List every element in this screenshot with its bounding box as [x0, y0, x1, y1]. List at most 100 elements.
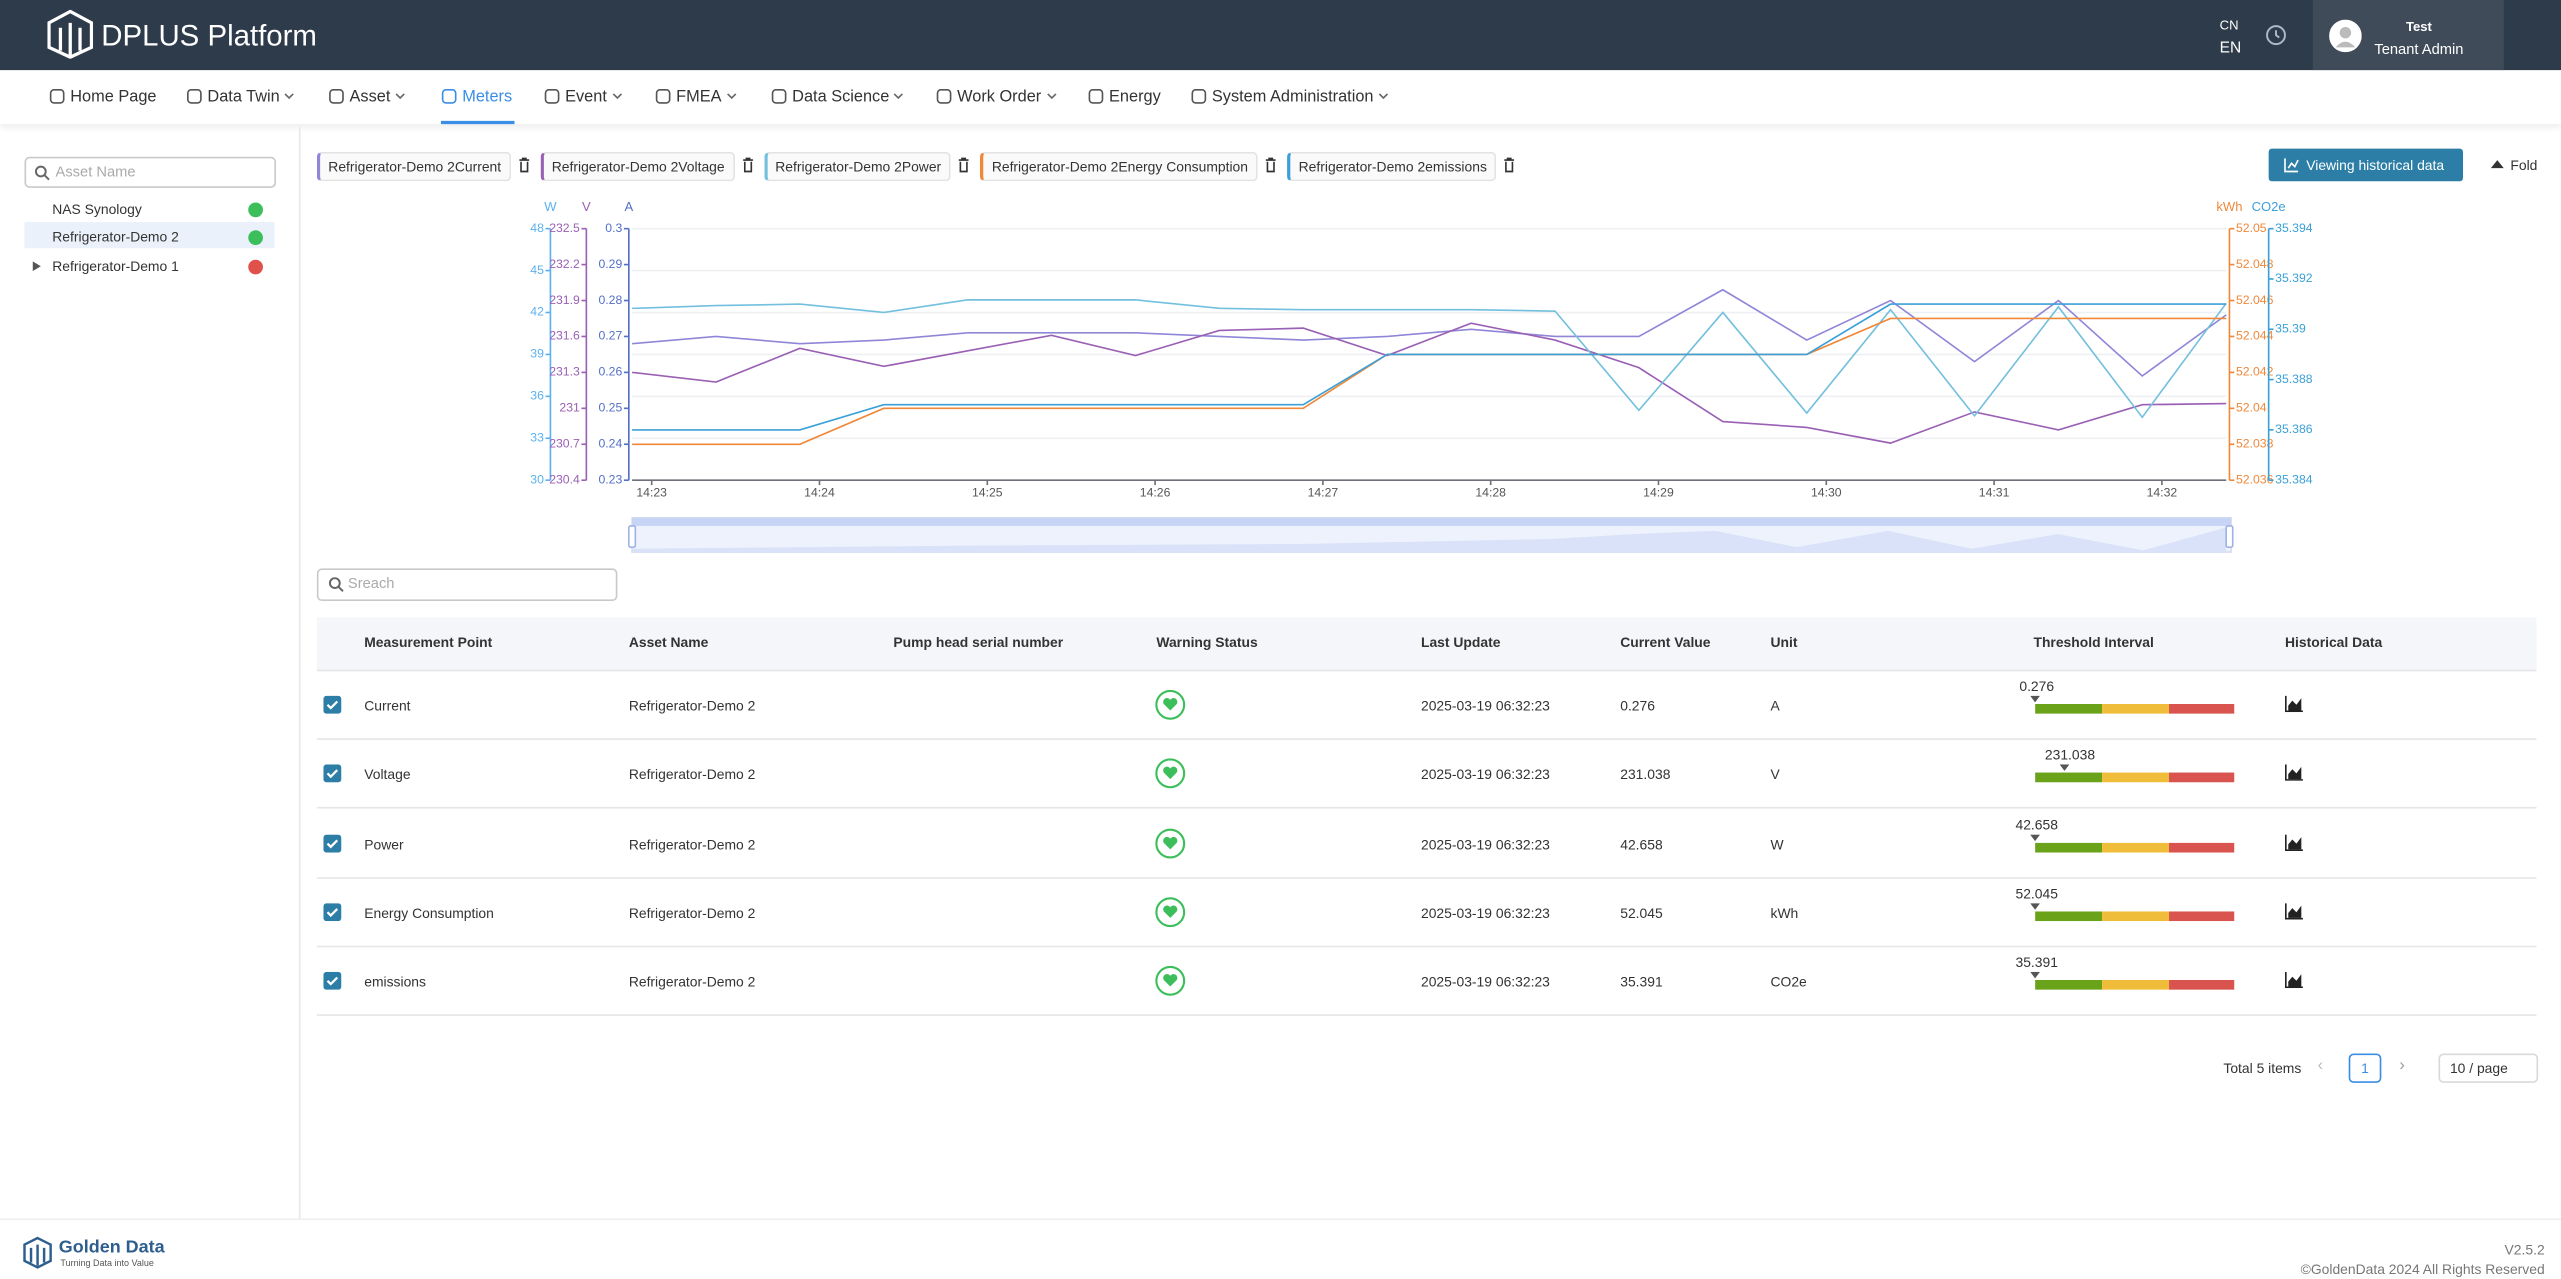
- nav-item[interactable]: Home Page: [70, 88, 157, 107]
- delete-icon[interactable]: [1264, 157, 1277, 173]
- nav-item[interactable]: Data Science: [792, 88, 890, 107]
- asset-status: [248, 201, 263, 217]
- row-checkbox[interactable]: [323, 971, 342, 990]
- warning-status-icon: [1155, 689, 1186, 720]
- nav-item[interactable]: Work Order: [957, 88, 1042, 107]
- y-tick-label: 231.9: [549, 293, 580, 307]
- next-page[interactable]: ›: [2399, 1056, 2405, 1075]
- threshold-label: 35.391: [2015, 953, 2058, 971]
- delete-icon[interactable]: [741, 157, 754, 173]
- threshold-marker: [2030, 833, 2040, 841]
- history-button[interactable]: [2268, 148, 2464, 182]
- page-number[interactable]: 1: [2348, 1053, 2382, 1083]
- lang-cn[interactable]: CN: [2219, 17, 2239, 33]
- y-tick-label: 232.5: [549, 221, 580, 235]
- y-tick-label: 0.27: [598, 329, 622, 343]
- warning-status-icon: [1155, 827, 1186, 858]
- nav-icon: [1088, 89, 1104, 104]
- historical-data-icon[interactable]: [2284, 764, 2303, 782]
- asset-name-cell: Refrigerator-Demo 2: [628, 697, 756, 714]
- asset-search[interactable]: Asset Name: [24, 156, 277, 188]
- delete-icon[interactable]: [1503, 157, 1516, 173]
- warning-status-icon: [1155, 965, 1186, 996]
- warning-status-icon: [1155, 896, 1186, 927]
- asset-name-cell: Refrigerator-Demo 2: [628, 835, 756, 852]
- nav-item[interactable]: System Administration: [1211, 88, 1374, 107]
- lang-en[interactable]: EN: [2219, 39, 2242, 58]
- y-tick-label: 0.24: [598, 436, 622, 450]
- expand-arrow[interactable]: [32, 261, 41, 272]
- row-checkbox[interactable]: [323, 695, 342, 714]
- y-tick-label: 45: [530, 263, 544, 277]
- y-tick-label: 52.046: [2236, 293, 2274, 307]
- measurement-point: emissions: [364, 973, 426, 990]
- fold-icon[interactable]: [2490, 158, 2504, 169]
- nav-item[interactable]: Meters: [462, 88, 513, 107]
- legend-tag[interactable]: Refrigerator-Demo 2Energy Consumption: [980, 151, 1258, 182]
- y-axis-title: kWh: [2216, 199, 2242, 214]
- clock-icon[interactable]: [2265, 24, 2286, 46]
- row-checkbox[interactable]: [323, 764, 342, 783]
- footer-slogan: Turning Data into Value: [60, 1259, 154, 1270]
- nav-item[interactable]: Asset: [349, 88, 391, 107]
- x-tick-label: 14:28: [1475, 485, 1506, 499]
- measurement-point: Energy Consumption: [364, 904, 494, 921]
- zoom-handle-bar[interactable]: [632, 517, 2232, 526]
- fold-button[interactable]: Fold: [2510, 156, 2538, 174]
- delete-icon[interactable]: [517, 157, 530, 173]
- page-size[interactable]: 10 / page: [2438, 1053, 2539, 1083]
- y-tick-label: 52.042: [2236, 365, 2274, 379]
- nav-icon: [771, 89, 787, 104]
- last-update: 2025-03-19 06:32:23: [1420, 697, 1550, 714]
- historical-data-icon[interactable]: [2284, 695, 2303, 713]
- table-row-line: [316, 1014, 2537, 1016]
- nav-item[interactable]: Event: [565, 88, 607, 107]
- prev-page[interactable]: ‹: [2317, 1056, 2324, 1075]
- x-tick-label: 14:26: [1140, 485, 1171, 499]
- row-checkbox[interactable]: [323, 902, 342, 921]
- threshold-bar: [2035, 703, 2235, 714]
- search-icon: [328, 577, 344, 592]
- legend-tag[interactable]: Refrigerator-Demo 2Power: [763, 151, 951, 182]
- avatar[interactable]: [2329, 19, 2362, 53]
- threshold-bar: [2035, 841, 2235, 852]
- legend-tag[interactable]: Refrigerator-Demo 2Current: [316, 151, 511, 182]
- nav-item[interactable]: FMEA: [676, 88, 722, 107]
- asset-name[interactable]: NAS Synology: [52, 200, 142, 218]
- y-tick-label: 0.29: [598, 257, 622, 271]
- delete-icon[interactable]: [958, 157, 971, 173]
- zoom-handle-right[interactable]: [2225, 525, 2234, 548]
- table-search[interactable]: Sreach: [316, 568, 618, 602]
- asset-name[interactable]: Refrigerator-Demo 1: [52, 258, 179, 275]
- nav-item[interactable]: Energy: [1109, 88, 1161, 107]
- measurement-point: Current: [364, 697, 411, 714]
- historical-data-icon[interactable]: [2284, 971, 2303, 989]
- threshold-label: 42.658: [2015, 815, 2058, 833]
- x-tick-label: 14:32: [2147, 485, 2178, 499]
- nav-icon: [655, 89, 671, 104]
- legend-tag[interactable]: Refrigerator-Demo 2emissions: [1287, 151, 1497, 182]
- row-checkbox[interactable]: [323, 833, 342, 852]
- x-tick-label: 14:24: [804, 485, 835, 499]
- y-tick-label: 35.384: [2275, 472, 2313, 486]
- column-header: Historical Data: [2284, 633, 2383, 651]
- asset-name[interactable]: Refrigerator-Demo 2: [52, 228, 179, 245]
- measurement-point: Voltage: [364, 766, 411, 783]
- unit: CO2e: [1770, 973, 1807, 990]
- search-icon: [34, 165, 50, 181]
- threshold-label: 231.038: [2044, 746, 2096, 764]
- zoom-handle-left[interactable]: [628, 525, 637, 548]
- y-tick-label: 0.26: [598, 365, 622, 379]
- asset-name-cell: Refrigerator-Demo 2: [628, 904, 756, 921]
- historical-data-icon[interactable]: [2284, 902, 2303, 920]
- nav-item[interactable]: Data Twin: [207, 88, 280, 107]
- current-value: 231.038: [1620, 766, 1671, 783]
- version: V2.5.2: [2504, 1241, 2545, 1258]
- history-button-label[interactable]: Viewing historical data: [2306, 156, 2445, 174]
- y-tick-label: 35.386: [2275, 422, 2313, 436]
- historical-data-icon[interactable]: [2284, 833, 2303, 851]
- column-header: Unit: [1770, 633, 1798, 651]
- y-axis-title: V: [582, 199, 591, 214]
- legend-tag[interactable]: Refrigerator-Demo 2Voltage: [540, 151, 735, 182]
